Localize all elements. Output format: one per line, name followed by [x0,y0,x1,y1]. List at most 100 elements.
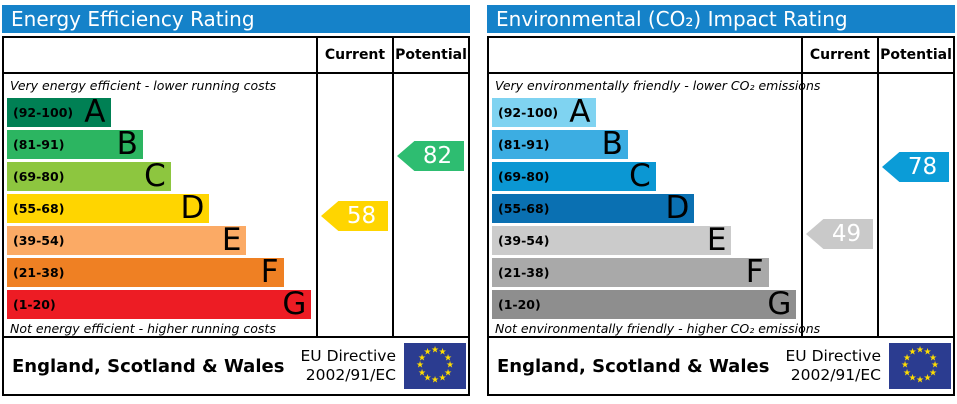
band-letter: F [745,253,764,290]
band-row: (21-38) F [489,256,801,288]
potential-column-header: Potential [877,38,953,72]
chart-title: Environmental (CO₂) Impact Rating [487,5,955,33]
band-row: (55-68) D [4,192,316,224]
band-range: (81-91) [498,136,550,152]
current-rating-value: 58 [346,203,377,229]
eu-directive-line2: 2002/91/EC [305,366,396,384]
rating-table: Current Potential Very environmentally f… [487,36,955,338]
energy-efficiency-panel: Energy Efficiency Rating Current Potenti… [2,5,470,396]
band-row: (81-91) B [489,128,801,160]
environmental-impact-panel: Environmental (CO₂) Impact Rating Curren… [487,5,955,396]
panel-footer: England, Scotland & Wales EU Directive 2… [2,336,470,396]
band-row: (21-38) F [4,256,316,288]
band-bar-d: (55-68) D [492,189,695,226]
rating-table: Current Potential Very energy efficient … [2,36,470,338]
band-row: (69-80) C [489,160,801,192]
band-range: (92-100) [498,104,559,120]
eu-directive-line1: EU Directive [300,346,397,365]
band-row: (1-20) G [489,288,801,320]
eu-directive-line1: EU Directive [785,346,882,365]
bottom-caption: Not environmentally friendly - higher CO… [495,320,821,336]
band-bar-b: (81-91) B [7,125,143,162]
eu-flag-icon: ★ ★ ★ ★ ★ ★ ★ ★ ★ ★ ★ ★ [404,343,466,389]
band-letter: E [221,221,242,258]
band-bar-g: (1-20) G [492,285,797,322]
band-range: (21-38) [498,264,550,280]
band-letter: F [260,253,279,290]
eu-directive-label: EU Directive 2002/91/EC [786,347,882,386]
band-letter: C [629,157,651,194]
band-letter: G [767,285,792,322]
table-header-row: Current Potential [4,38,468,74]
potential-column: 82 [392,74,468,336]
region-label: England, Scotland & Wales [497,355,770,377]
band-letter: D [180,189,205,226]
current-rating-arrow: 49 [806,219,873,249]
band-range: (21-38) [13,264,65,280]
table-body: Very energy efficient - lower running co… [4,74,468,336]
band-letter: E [706,221,727,258]
band-bar-g: (1-20) G [7,285,312,322]
panel-footer: England, Scotland & Wales EU Directive 2… [487,336,955,396]
band-row: (69-80) C [4,160,316,192]
band-bar-f: (21-38) F [7,253,284,290]
table-body: Very environmentally friendly - lower CO… [489,74,953,336]
band-range: (69-80) [13,168,65,184]
chart-title: Energy Efficiency Rating [2,5,470,33]
band-range: (69-80) [498,168,550,184]
band-bar-b: (81-91) B [492,128,628,159]
band-row: (1-20) G [4,288,316,320]
potential-rating-arrow: 78 [882,152,949,182]
band-range: (92-100) [13,104,74,120]
band-range: (1-20) [13,296,56,312]
potential-rating-value: 82 [422,143,453,169]
band-bar-f: (21-38) F [492,253,769,290]
band-letter: A [84,93,106,130]
header-spacer [489,38,801,72]
band-range: (81-91) [13,136,65,152]
band-range: (55-68) [498,200,550,216]
potential-column: 78 [877,74,953,336]
band-range: (55-68) [13,200,65,216]
band-row: (39-54) E [489,224,801,256]
band-range: (1-20) [498,296,541,312]
bands-area: Very environmentally friendly - lower CO… [489,74,821,336]
current-rating-arrow: 58 [321,201,388,231]
top-caption: Very environmentally friendly - lower CO… [495,77,821,93]
band-letter: G [282,285,307,322]
potential-column-header: Potential [392,38,468,72]
eu-directive-label: EU Directive 2002/91/EC [301,347,397,386]
band-bar-e: (39-54) E [492,221,732,258]
region-label: England, Scotland & Wales [12,355,285,377]
bottom-caption: Not energy efficient - higher running co… [10,320,276,336]
eu-directive-line2: 2002/91/EC [790,366,881,384]
band-row: (55-68) D [489,192,801,224]
band-bar-d: (55-68) D [7,189,210,226]
band-row: (39-54) E [4,224,316,256]
band-row: (81-91) B [4,128,316,160]
potential-rating-value: 78 [907,154,938,180]
eu-flag-icon: ★ ★ ★ ★ ★ ★ ★ ★ ★ ★ ★ ★ [889,343,951,389]
band-letter: C [144,157,166,194]
band-bar-a: (92-100) A [492,93,596,130]
current-rating-value: 49 [831,221,862,247]
table-header-row: Current Potential [489,38,953,74]
band-bar-a: (92-100) A [7,93,111,130]
current-column-header: Current [801,38,877,72]
band-bar-c: (69-80) C [7,157,171,194]
top-caption: Very energy efficient - lower running co… [10,77,277,93]
band-bar-e: (39-54) E [7,221,247,258]
band-letter: A [569,93,591,130]
bands-area: Very energy efficient - lower running co… [4,74,316,336]
band-range: (39-54) [498,232,550,248]
current-column: 58 [316,74,392,336]
band-bar-c: (69-80) C [492,157,656,194]
band-letter: D [665,189,690,226]
band-range: (39-54) [13,232,65,248]
current-column: 49 [801,74,877,336]
band-row: (92-100) A [489,96,801,128]
band-row: (92-100) A [4,96,316,128]
header-spacer [4,38,316,72]
band-letter: B [116,125,138,162]
